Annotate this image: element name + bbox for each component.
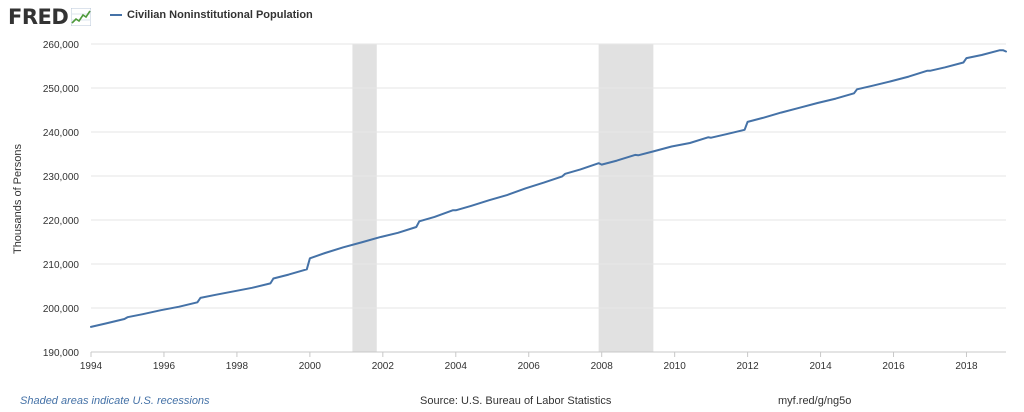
line-chart: 190,000 200,000 210,000 220,000 230,000 240,0… [12, 40, 1007, 372]
chart-header: FRED Civilian Noninstitutional Populatio… [0, 0, 1024, 34]
logo-graph-icon [71, 8, 92, 26]
x-tick-label: 2010 [664, 361, 687, 372]
x-tick-label: 2018 [955, 361, 978, 372]
series-line-1 [90, 49, 1007, 328]
legend-swatch [110, 14, 122, 16]
x-tick-label: 2000 [299, 361, 322, 372]
y-tick-label: 250,000 [43, 84, 80, 95]
x-tick-label: 2016 [882, 361, 905, 372]
recession-band-1 [352, 44, 377, 352]
x-tick-label: 1994 [80, 361, 103, 372]
recession-note[interactable]: Shaded areas indicate U.S. recessions [20, 395, 210, 407]
source-text: Source: U.S. Bureau of Labor Statistics [420, 395, 612, 407]
y-axis-label: Thousands of Persons [12, 143, 24, 254]
logo-text: FRED [8, 5, 69, 29]
x-tick-label: 2008 [591, 361, 614, 372]
x-tick-label: 2012 [736, 361, 759, 372]
y-tick-label: 240,000 [43, 128, 80, 139]
y-tick-label: 220,000 [43, 216, 80, 227]
fred-logo[interactable]: FRED [8, 4, 92, 30]
axes: 190,000 200,000 210,000 220,000 230,000 240,0… [43, 40, 1006, 372]
recession-band-2 [598, 44, 654, 352]
x-tick-label: 1996 [153, 361, 176, 372]
x-tick-label: 2006 [518, 361, 541, 372]
y-tick-label: 190,000 [43, 348, 80, 359]
short-url[interactable]: myf.red/g/ng5o [778, 395, 852, 407]
x-tick-label: 2004 [445, 361, 468, 372]
recession-bands [352, 44, 654, 352]
x-tick-label: 2014 [809, 361, 832, 372]
legend-label[interactable]: Civilian Noninstitutional Population [127, 9, 313, 21]
y-tick-label: 210,000 [43, 260, 80, 271]
series-lines [90, 49, 1007, 328]
x-tick-label: 2002 [372, 361, 395, 372]
grid-lines [91, 43, 1006, 353]
y-tick-label: 260,000 [43, 40, 80, 51]
y-tick-label: 200,000 [43, 304, 80, 315]
y-tick-label: 230,000 [43, 172, 80, 183]
x-tick-label: 1998 [226, 361, 249, 372]
legend: Civilian Noninstitutional Population [110, 9, 313, 21]
